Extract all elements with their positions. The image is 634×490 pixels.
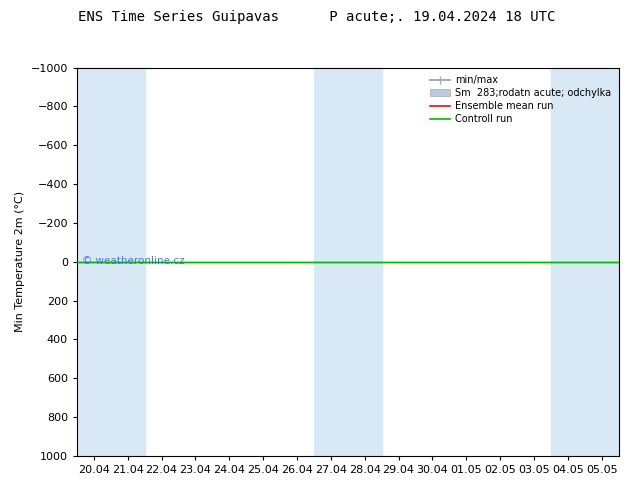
- Bar: [551, 68, 585, 456]
- Y-axis label: Min Temperature 2m (°C): Min Temperature 2m (°C): [15, 191, 25, 332]
- Bar: [348, 68, 382, 456]
- Bar: [314, 68, 348, 456]
- Bar: [111, 68, 145, 456]
- Text: ENS Time Series Guipavas      P acute;. 19.04.2024 18 UTC: ENS Time Series Guipavas P acute;. 19.04…: [79, 10, 555, 24]
- Bar: [77, 68, 111, 456]
- Bar: [585, 68, 619, 456]
- Text: © weatheronline.cz: © weatheronline.cz: [82, 256, 185, 266]
- Legend: min/max, Sm  283;rodatn acute; odchylka, Ensemble mean run, Controll run: min/max, Sm 283;rodatn acute; odchylka, …: [427, 73, 614, 127]
